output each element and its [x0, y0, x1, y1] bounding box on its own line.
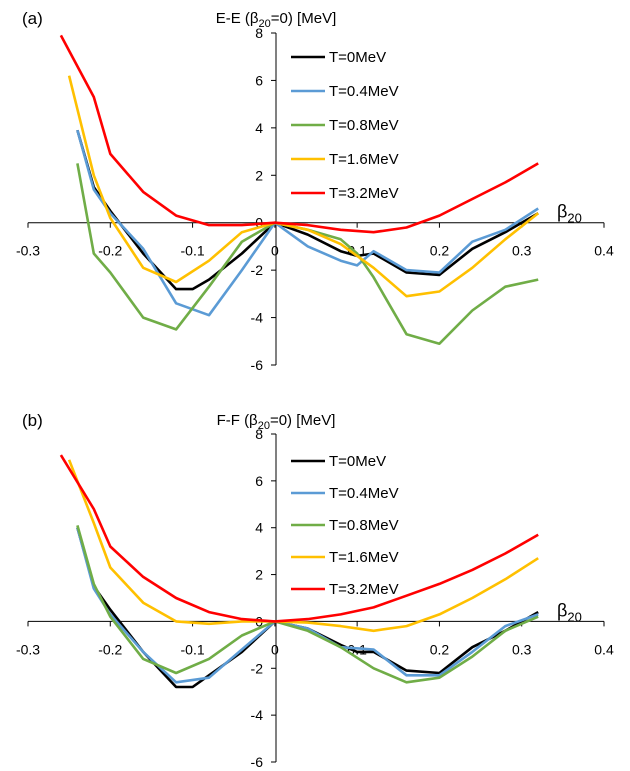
series-line-T=0MeV: [76, 129, 539, 291]
y-tick-label: 6: [255, 72, 263, 88]
x-tick-label: -0.2: [98, 641, 122, 657]
series-line-T=1.6MeV: [67, 75, 540, 298]
y-axis-title-main: F-F (β: [217, 412, 258, 429]
x-tick-label: -0.1: [181, 243, 205, 259]
panel-label: (a): [22, 9, 43, 28]
y-tick-label: 8: [255, 25, 263, 41]
y-tick-label: -4: [251, 310, 264, 326]
x-axis-title-sub: 20: [567, 211, 581, 226]
y-tick-label: 6: [255, 473, 263, 489]
x-tick-label: -0.3: [16, 641, 40, 657]
series-line-T=0.4MeV: [76, 129, 539, 317]
series-line-T=0MeV: [76, 527, 539, 689]
legend-label: T=0.8MeV: [329, 117, 399, 134]
x-axis-title: β20: [557, 202, 582, 226]
x-tick-label: 0.3: [512, 641, 532, 657]
x-tick-label: 0: [271, 641, 279, 657]
y-tick-label: -2: [251, 262, 264, 278]
series-line-T=3.2MeV: [59, 34, 539, 234]
y-tick-label: -4: [251, 707, 264, 723]
y-tick-label: -6: [251, 357, 264, 373]
x-axis-title: β20: [557, 600, 582, 624]
x-tick-label: 0.2: [430, 243, 450, 259]
y-axis-title: E-E (β20=0) [MeV]: [216, 10, 337, 30]
x-tick-label: 0.3: [512, 243, 532, 259]
y-tick-label: 8: [255, 426, 263, 442]
x-tick-label: -0.1: [181, 641, 205, 657]
x-axis-title-sub: 20: [567, 609, 581, 624]
x-tick-label: 0.4: [594, 243, 614, 259]
y-axis-title-sub: 20: [259, 18, 271, 30]
y-axis-title-end: =0) [MeV]: [271, 10, 336, 27]
y-tick-label: -2: [251, 660, 264, 676]
y-axis-title-main: E-E (β: [216, 10, 259, 27]
x-tick-label: -0.2: [98, 243, 122, 259]
x-tick-label: 0.4: [594, 641, 614, 657]
legend-label: T=0MeV: [329, 49, 386, 66]
legend-label: T=0.8MeV: [329, 517, 399, 534]
y-axis-title-sub: 20: [258, 420, 270, 432]
legend-label: T=3.2MeV: [329, 581, 399, 598]
legend: T=0MeV T=0.4MeV T=0.8MeV T=1.6MeV T=3.2MeV: [291, 49, 399, 202]
series-line-T=0.8MeV: [76, 525, 539, 684]
y-tick-label: 2: [255, 567, 263, 583]
legend-label: T=0.4MeV: [329, 485, 399, 502]
x-axis-title-main: β: [557, 600, 567, 620]
x-tick-label: -0.3: [16, 243, 40, 259]
y-axis-title: F-F (β20=0) [MeV]: [217, 412, 336, 432]
legend-label: T=0.4MeV: [329, 83, 399, 100]
y-tick-label: 4: [255, 120, 263, 136]
x-tick-label: 0.2: [430, 641, 450, 657]
y-tick-label: -6: [251, 754, 264, 770]
y-tick-label: 4: [255, 520, 263, 536]
legend-label: T=1.6MeV: [329, 549, 399, 566]
y-axis-title-end: =0) [MeV]: [270, 412, 335, 429]
x-axis-title-main: β: [557, 202, 567, 222]
x-tick-label: 0: [271, 243, 279, 259]
legend-label: T=3.2MeV: [329, 185, 399, 202]
panel-label: (b): [22, 411, 43, 430]
legend: T=0MeV T=0.4MeV T=0.8MeV T=1.6MeV T=3.2MeV: [291, 453, 399, 598]
y-tick-label: 2: [255, 167, 263, 183]
legend-label: T=0MeV: [329, 453, 386, 470]
series-line-T=3.2MeV: [59, 454, 539, 623]
series-line-T=1.6MeV: [67, 459, 539, 633]
legend-label: T=1.6MeV: [329, 151, 399, 168]
